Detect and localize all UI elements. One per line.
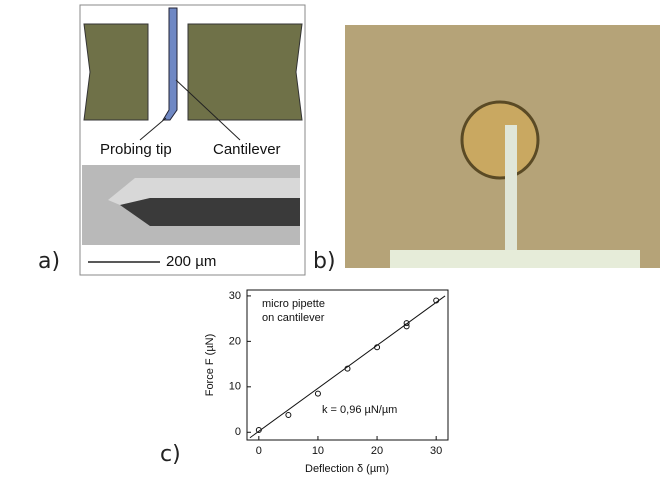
panel-label: c)	[160, 442, 181, 467]
scale-bar-label: 200 µm	[166, 253, 216, 270]
label-cantilever: Cantilever	[213, 141, 281, 158]
x-tick-label: 10	[312, 445, 324, 457]
x-tick-label: 30	[430, 445, 442, 457]
block-left	[84, 24, 148, 120]
annotation: micro pipette	[262, 298, 325, 310]
data-point	[315, 391, 320, 396]
y-tick-label: 20	[229, 335, 241, 347]
block-right	[188, 24, 302, 120]
x-tick-label: 20	[371, 445, 383, 457]
hole	[462, 102, 538, 178]
y-tick-label: 10	[229, 381, 241, 393]
cantilever-photo	[505, 125, 517, 253]
panel-a: Probing tip Cantilever 200 µm a)	[38, 5, 305, 275]
label-probing-tip: Probing tip	[100, 141, 172, 158]
panel-label: a)	[38, 249, 60, 274]
y-axis-label: Force F (µN)	[204, 334, 216, 397]
panel-b: b)	[313, 25, 660, 274]
y-tick-label: 0	[235, 426, 241, 438]
panel-label: b)	[313, 249, 336, 274]
x-tick-label: 0	[256, 445, 262, 457]
substrate	[390, 250, 640, 268]
data-point	[286, 413, 291, 418]
annotation: on cantilever	[262, 312, 325, 324]
figure: Probing tip Cantilever 200 µm a) b) c) D…	[0, 0, 666, 477]
annotation: k = 0,96 µN/µm	[322, 404, 397, 416]
x-axis-label: Deflection δ (µm)	[305, 463, 389, 475]
y-tick-label: 30	[229, 290, 241, 302]
